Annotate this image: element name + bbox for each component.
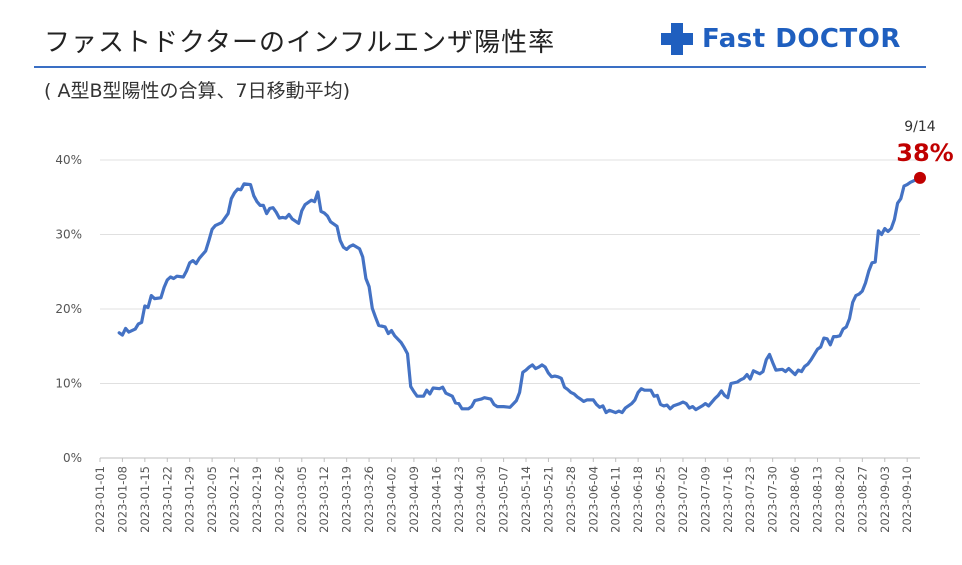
x-tick-label: 2023-08-20 (833, 466, 847, 533)
highlight-marker (914, 171, 926, 184)
title-underline (34, 66, 926, 68)
chart-grid (100, 159, 920, 459)
x-tick-label: 2023-04-09 (407, 466, 421, 533)
x-tick-label: 2023-06-11 (609, 466, 623, 533)
x-tick-label: 2023-05-21 (541, 466, 555, 533)
x-axis: 2023-01-01 2023-01-08 2023-01-15 2023-01-22… (93, 458, 914, 533)
y-tick-label: 10% (55, 377, 82, 391)
series-line (117, 176, 922, 415)
x-tick-label: 2023-03-19 (340, 466, 354, 533)
x-tick-label: 2023-09-10 (900, 466, 914, 533)
x-tick-label: 2023-01-01 (93, 466, 107, 533)
x-tick-label: 2023-05-28 (564, 466, 578, 533)
x-tick-label: 2023-02-26 (272, 466, 286, 533)
brand-logo: Fast DOCTOR (660, 22, 901, 56)
x-tick-label: 2023-05-14 (519, 466, 533, 533)
x-tick-label: 2023-07-09 (698, 466, 712, 533)
y-tick-label: 0% (63, 451, 82, 465)
x-tick-label: 2023-02-19 (250, 466, 264, 533)
x-tick-label: 2023-03-12 (317, 466, 331, 533)
medical-cross-icon (661, 23, 693, 55)
chart-subtitle: ( A型B型陽性の合算、7日移動平均) (44, 80, 350, 102)
x-tick-label: 2023-01-22 (160, 466, 174, 533)
y-tick-label: 20% (55, 302, 82, 316)
chart-title: ファストドクターのインフルエンザ陽性率 (44, 28, 556, 58)
brand-logo-text: Fast DOCTOR (702, 24, 901, 54)
y-tick-label: 30% (55, 228, 82, 242)
y-tick-label: 40% (55, 153, 82, 167)
x-tick-label: 2023-06-25 (654, 466, 668, 533)
x-tick-label: 2023-05-07 (497, 466, 511, 533)
x-tick-label: 2023-02-05 (205, 466, 219, 533)
x-tick-label: 2023-04-16 (429, 466, 443, 533)
x-tick-label: 2023-08-06 (788, 466, 802, 533)
x-tick-label: 2023-09-03 (878, 466, 892, 533)
x-tick-label: 2023-01-15 (138, 466, 152, 533)
x-tick-label: 2023-06-18 (631, 466, 645, 533)
x-tick-label: 2023-06-04 (586, 466, 600, 533)
x-tick-label: 2023-03-05 (295, 466, 309, 533)
annotation-value-label: 38% (896, 139, 953, 167)
x-tick-label: 2023-02-12 (228, 466, 242, 533)
y-axis: 0% 10% 20% 30% 40% (55, 153, 82, 465)
x-tick-label: 2023-01-08 (115, 466, 129, 533)
x-tick-label: 2023-08-27 (855, 466, 869, 533)
x-tick-label: 2023-04-02 (384, 466, 398, 533)
x-tick-label: 2023-04-23 (452, 466, 466, 533)
x-tick-label: 2023-07-16 (721, 466, 735, 533)
x-tick-label: 2023-01-29 (183, 466, 197, 533)
annotation-date-label: 9/14 (904, 119, 936, 135)
x-tick-label: 2023-07-23 (743, 466, 757, 533)
x-tick-label: 2023-04-30 (474, 466, 488, 533)
x-tick-label: 2023-07-02 (676, 466, 690, 533)
x-tick-label: 2023-07-30 (766, 466, 780, 533)
x-tick-label: 2023-08-13 (811, 466, 825, 533)
x-tick-label: 2023-03-26 (362, 466, 376, 533)
